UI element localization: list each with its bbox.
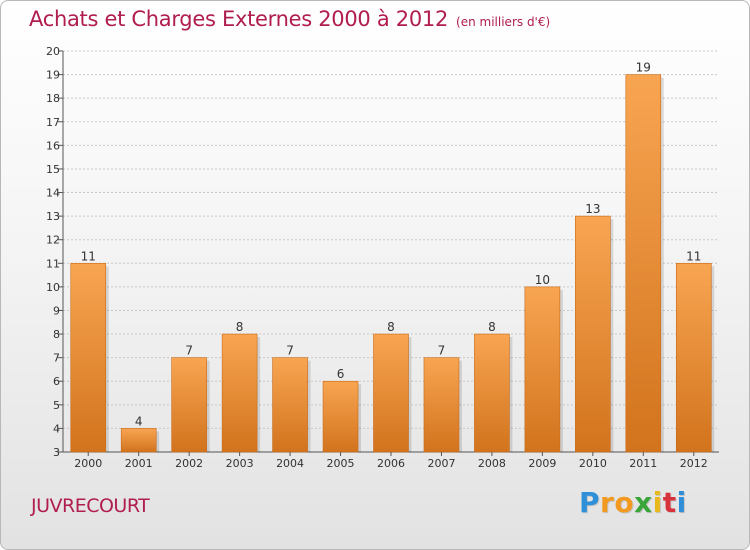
data-label: 8 xyxy=(387,320,395,334)
x-tick-label: 2010 xyxy=(579,457,607,470)
data-label: 7 xyxy=(185,344,193,358)
logo-letter: x xyxy=(634,486,653,519)
x-tick-label: 2005 xyxy=(327,457,355,470)
chart-title-text: Achats et Charges Externes 2000 à 2012 xyxy=(29,7,449,31)
y-tick-label: 20 xyxy=(46,45,60,58)
y-tick-label: 16 xyxy=(46,139,60,152)
logo-letter: o xyxy=(614,486,635,519)
y-tick-label: 7 xyxy=(53,352,60,365)
y-tick-label: 5 xyxy=(53,399,60,412)
bar xyxy=(625,74,662,453)
data-label: 13 xyxy=(585,202,600,216)
y-tick-label: 12 xyxy=(46,234,60,247)
logo-letter: i xyxy=(676,486,687,519)
bar xyxy=(474,333,510,453)
bar xyxy=(423,357,460,453)
y-tick-label: 19 xyxy=(46,69,60,82)
bar xyxy=(221,333,258,453)
y-tick-label: 10 xyxy=(46,281,60,294)
x-tick-label: 2012 xyxy=(680,457,708,470)
y-tick-label: 14 xyxy=(46,187,60,200)
chart-subtitle: (en milliers d'€) xyxy=(456,15,551,29)
y-tick-label: 6 xyxy=(53,375,60,388)
y-tick-label: 8 xyxy=(53,328,60,341)
x-tick-label: 2004 xyxy=(276,457,304,470)
y-tick-label: 15 xyxy=(46,163,60,176)
data-label: 7 xyxy=(286,344,294,358)
x-tick-label: 2003 xyxy=(226,457,254,470)
data-label: 8 xyxy=(488,320,496,334)
x-tick-label: 2011 xyxy=(629,457,657,470)
y-tick-label: 18 xyxy=(46,92,60,105)
x-tick-label: 2002 xyxy=(175,457,203,470)
logo-letter: P xyxy=(579,486,601,519)
x-tick-label: 2007 xyxy=(427,457,455,470)
x-tick-label: 2008 xyxy=(478,457,506,470)
x-tick-label: 2006 xyxy=(377,457,405,470)
bar xyxy=(120,428,157,453)
y-tick-label: 9 xyxy=(53,304,60,317)
logo-letter: i xyxy=(652,486,663,519)
y-tick-label: 17 xyxy=(46,116,60,129)
data-label: 11 xyxy=(686,249,701,263)
y-tick-label: 13 xyxy=(46,210,60,223)
commune-name: JUVRECOURT xyxy=(31,495,150,517)
y-tick-label: 11 xyxy=(46,257,60,270)
bar-chart: 3456789101112131415161718192011200042001… xyxy=(46,45,719,470)
data-label: 11 xyxy=(81,249,96,263)
data-label: 4 xyxy=(135,414,143,428)
bar xyxy=(373,333,409,453)
data-label: 6 xyxy=(337,367,345,381)
x-tick-label: 2009 xyxy=(528,457,556,470)
x-tick-label: 2001 xyxy=(125,457,153,470)
bar xyxy=(575,215,611,453)
data-label: 8 xyxy=(236,320,244,334)
data-label: 7 xyxy=(438,344,446,358)
data-label: 19 xyxy=(636,61,651,75)
data-label: 10 xyxy=(535,273,550,287)
bar xyxy=(675,262,712,453)
y-tick-label: 4 xyxy=(53,422,60,435)
logo-letter: t xyxy=(662,486,677,519)
bar xyxy=(70,262,107,453)
chart-title: Achats et Charges Externes 2000 à 2012 (e… xyxy=(29,7,550,31)
bar xyxy=(322,380,359,453)
bar xyxy=(272,357,308,453)
logo-letter: r xyxy=(600,486,615,519)
y-tick-label: 3 xyxy=(53,446,60,459)
x-tick-label: 2000 xyxy=(74,457,102,470)
bar xyxy=(524,286,561,453)
bar xyxy=(171,357,207,453)
proxiti-logo: Proxiti xyxy=(579,486,687,519)
